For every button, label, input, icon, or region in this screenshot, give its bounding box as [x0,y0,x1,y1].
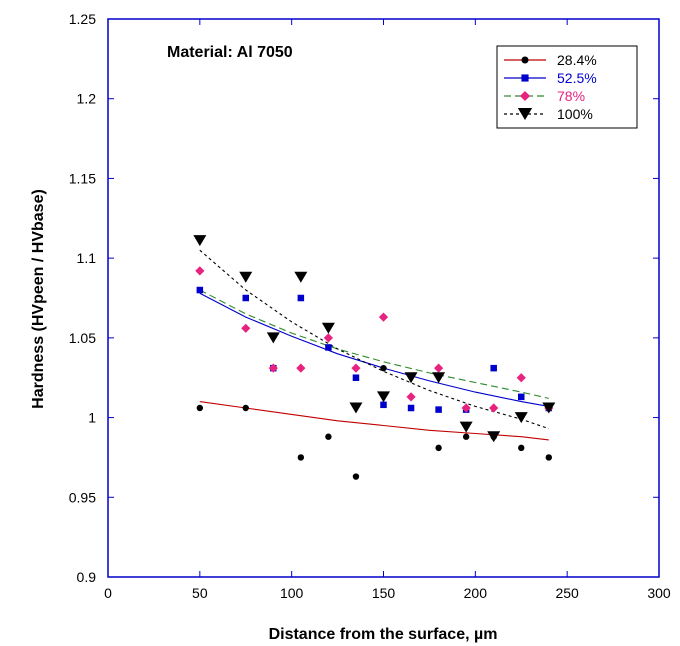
legend-label-28-4-pct: 28.4% [557,52,597,68]
data-point-78-pct [241,323,251,333]
fit-line-28-4-pct [199,401,549,441]
data-point-100-pct [239,271,253,283]
data-point-100-pct [542,402,556,414]
legend-label-52-5-pct: 52.5% [557,70,597,86]
y-tick-label: 0.95 [69,489,96,505]
data-point-78-pct [268,363,278,373]
data-point-100-pct [514,412,528,424]
data-point-28-4-pct [297,454,305,461]
data-point-78-pct [195,266,205,276]
x-tick-label: 150 [372,585,396,601]
fit-line-78-pct [199,289,549,399]
data-point-100-pct [432,372,446,384]
data-point-52-5-pct [325,344,332,351]
data-point-100-pct [294,271,308,283]
x-tick-label: 100 [280,585,304,601]
data-point-28-4-pct [242,404,249,412]
x-axis-label: Distance from the surface, µm [269,626,498,643]
series-28-4-pct [196,364,552,480]
y-tick-label: 1.05 [69,330,96,346]
data-point-78-pct [378,312,389,322]
x-tick-label: 0 [104,585,112,601]
y-axis-label: Hardness (HVpeen / HVbase) [30,189,47,409]
data-point-100-pct [266,332,280,344]
legend-label-100-pct: 100% [557,106,593,122]
fit-curves [199,249,549,441]
y-tick-label: 0.9 [77,569,97,585]
x-tick-label: 250 [555,585,579,601]
data-point-52-5-pct [352,374,360,381]
data-point-100-pct [459,421,473,433]
data-point-52-5-pct [435,406,442,413]
data-point-78-pct [461,403,471,413]
data-point-78-pct [434,363,444,373]
data-point-78-pct [489,403,499,413]
data-point-100-pct [321,322,335,334]
data-point-100-pct [487,431,501,443]
x-tick-label: 200 [464,585,488,601]
data-point-78-pct [351,363,361,373]
data-points [193,235,556,480]
legend-label-78-pct: 78% [557,88,585,104]
y-axis-ticks: 0.9 0.95 1 1.05 1.1 1.15 1.2 1.25 [69,11,659,585]
data-point-28-4-pct [518,444,525,452]
fit-line-100-pct [199,249,549,430]
data-point-28-4-pct [196,404,204,412]
data-point-52-5-pct [242,294,249,302]
data-point-78-pct [323,333,333,343]
fit-line-52-5-pct [199,292,549,407]
y-tick-label: 1 [88,410,96,426]
legend-marker-100-pct [517,107,533,121]
data-point-52-5-pct [407,404,415,412]
data-point-100-pct [404,372,418,384]
legend-marker-78-pct [519,90,531,102]
legend-marker-28-4-pct [521,56,529,64]
data-point-52-5-pct [196,286,204,294]
data-point-28-4-pct [545,454,552,461]
data-point-78-pct [296,363,306,373]
data-point-100-pct [377,391,390,403]
data-point-52-5-pct [380,401,387,409]
y-tick-label: 1.1 [77,250,97,266]
data-point-52-5-pct [518,393,525,401]
material-annotation: Material: Al 7050 [167,44,293,61]
y-tick-label: 1.15 [69,170,96,186]
data-point-52-5-pct [297,294,305,302]
data-point-28-4-pct [380,364,387,372]
data-point-78-pct [516,373,526,383]
x-tick-label: 300 [647,585,671,601]
y-tick-label: 1.2 [77,91,97,107]
data-point-28-4-pct [435,444,442,452]
data-point-52-5-pct [490,364,497,372]
x-tick-label: 50 [192,585,208,601]
data-point-100-pct [193,235,207,247]
data-point-28-4-pct [352,473,360,480]
data-point-28-4-pct [325,433,332,440]
series-52-5-pct [196,286,553,413]
legend: 28.4% 52.5% 78% 100% [496,45,638,129]
series-78-pct [195,266,554,413]
series-100-pct [193,235,556,443]
legend-marker-52-5-pct [521,74,529,82]
x-axis-ticks: 0 50 100 150 200 250 300 [104,19,671,601]
data-point-100-pct [349,402,363,414]
data-point-78-pct [406,392,416,402]
y-tick-label: 1.25 [69,11,96,27]
data-point-28-4-pct [462,433,470,440]
